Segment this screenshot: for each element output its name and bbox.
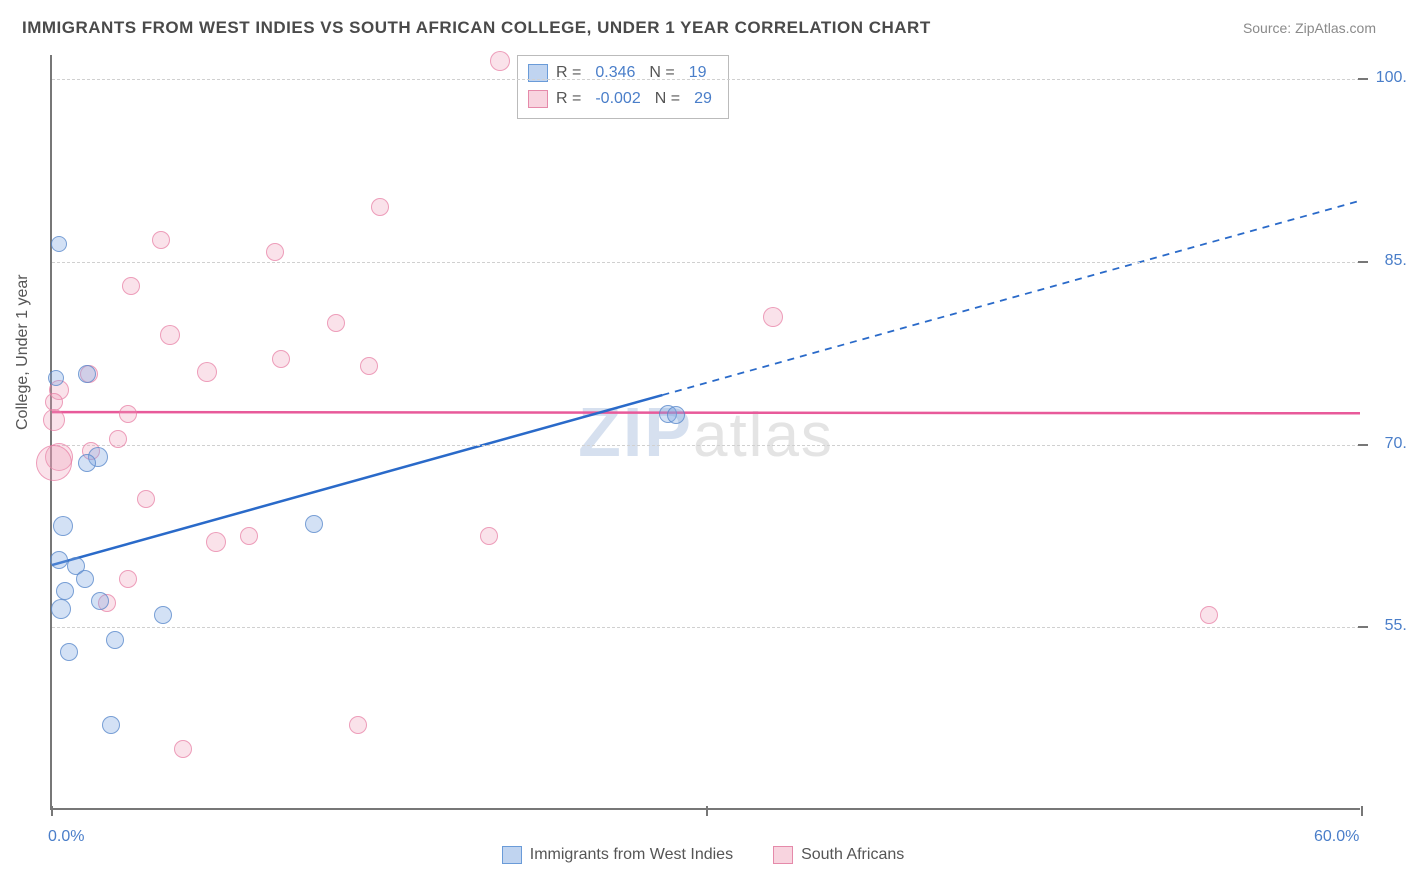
trend-lines-svg xyxy=(52,55,1360,808)
scatter-point-blue xyxy=(76,570,94,588)
legend-pink-r: -0.002 xyxy=(589,90,646,108)
watermark: ZIPatlas xyxy=(578,392,834,472)
scatter-point-blue xyxy=(667,406,685,424)
x-tick xyxy=(706,806,708,816)
legend-pink-n: 29 xyxy=(688,90,718,108)
scatter-point-pink xyxy=(36,445,72,481)
watermark-atlas: atlas xyxy=(693,401,834,470)
y-tick-label: 85.0% xyxy=(1385,252,1406,270)
scatter-point-pink xyxy=(43,409,65,431)
chart-plot-area: R = 0.346 N = 19 R = -0.002 N = 29 ZIPat… xyxy=(50,55,1360,810)
scatter-point-pink xyxy=(152,231,170,249)
y-gridline xyxy=(52,262,1360,263)
scatter-point-pink xyxy=(240,527,258,545)
correlation-legend: R = 0.346 N = 19 R = -0.002 N = 29 xyxy=(517,55,729,119)
x-tick xyxy=(1361,806,1363,816)
scatter-point-pink xyxy=(1200,606,1218,624)
scatter-point-pink xyxy=(122,277,140,295)
scatter-point-pink xyxy=(119,405,137,423)
y-tick-label: 100.0% xyxy=(1376,69,1406,87)
series-legend: Immigrants from West Indies South Africa… xyxy=(0,846,1406,864)
scatter-point-blue xyxy=(51,236,67,252)
scatter-point-pink xyxy=(272,350,290,368)
y-tick xyxy=(1358,261,1368,263)
legend-row-blue: R = 0.346 N = 19 xyxy=(528,60,718,86)
scatter-point-blue xyxy=(78,454,96,472)
legend-row-pink: R = -0.002 N = 29 xyxy=(528,86,718,112)
scatter-point-pink xyxy=(480,527,498,545)
scatter-point-pink xyxy=(174,740,192,758)
scatter-point-pink xyxy=(197,362,217,382)
scatter-point-pink xyxy=(327,314,345,332)
watermark-zip: ZIP xyxy=(578,393,693,471)
legend-item-pink: South Africans xyxy=(773,846,904,864)
scatter-point-pink xyxy=(763,307,783,327)
scatter-point-pink xyxy=(349,716,367,734)
legend-blue-label: Immigrants from West Indies xyxy=(530,846,733,864)
x-tick-label: 0.0% xyxy=(48,828,84,846)
trend-line xyxy=(662,201,1360,395)
y-tick-label: 70.0% xyxy=(1385,435,1406,453)
legend-pink-label: South Africans xyxy=(801,846,904,864)
legend-swatch-blue-icon xyxy=(502,846,522,864)
legend-item-blue: Immigrants from West Indies xyxy=(502,846,733,864)
y-tick-label: 55.0% xyxy=(1385,617,1406,635)
x-tick-label: 60.0% xyxy=(1314,828,1359,846)
scatter-point-blue xyxy=(51,599,71,619)
legend-n-label: N = xyxy=(655,90,680,108)
scatter-point-blue xyxy=(53,516,73,536)
scatter-point-pink xyxy=(119,570,137,588)
scatter-point-pink xyxy=(137,490,155,508)
scatter-point-pink xyxy=(109,430,127,448)
y-tick xyxy=(1358,626,1368,628)
scatter-point-blue xyxy=(305,515,323,533)
chart-title: IMMIGRANTS FROM WEST INDIES VS SOUTH AFR… xyxy=(22,18,931,38)
source-attribution: Source: ZipAtlas.com xyxy=(1243,20,1376,36)
scatter-point-blue xyxy=(102,716,120,734)
scatter-point-blue xyxy=(106,631,124,649)
scatter-point-pink xyxy=(490,51,510,71)
y-tick xyxy=(1358,78,1368,80)
scatter-point-pink xyxy=(360,357,378,375)
y-gridline xyxy=(52,445,1360,446)
scatter-point-pink xyxy=(160,325,180,345)
scatter-point-pink xyxy=(206,532,226,552)
scatter-point-blue xyxy=(154,606,172,624)
scatter-point-blue xyxy=(78,365,96,383)
scatter-point-pink xyxy=(266,243,284,261)
scatter-point-blue xyxy=(91,592,109,610)
scatter-point-pink xyxy=(371,198,389,216)
y-gridline xyxy=(52,79,1360,80)
legend-swatch-pink xyxy=(528,90,548,108)
legend-swatch-pink-icon xyxy=(773,846,793,864)
y-gridline xyxy=(52,627,1360,628)
scatter-point-blue xyxy=(48,370,64,386)
scatter-point-blue xyxy=(60,643,78,661)
legend-r-label: R = xyxy=(556,90,581,108)
trend-line xyxy=(52,395,662,565)
trend-line xyxy=(52,412,1360,413)
y-tick xyxy=(1358,444,1368,446)
x-tick xyxy=(51,806,53,816)
scatter-point-blue xyxy=(50,551,68,569)
y-axis-title: College, Under 1 year xyxy=(14,274,32,430)
scatter-point-blue xyxy=(56,582,74,600)
